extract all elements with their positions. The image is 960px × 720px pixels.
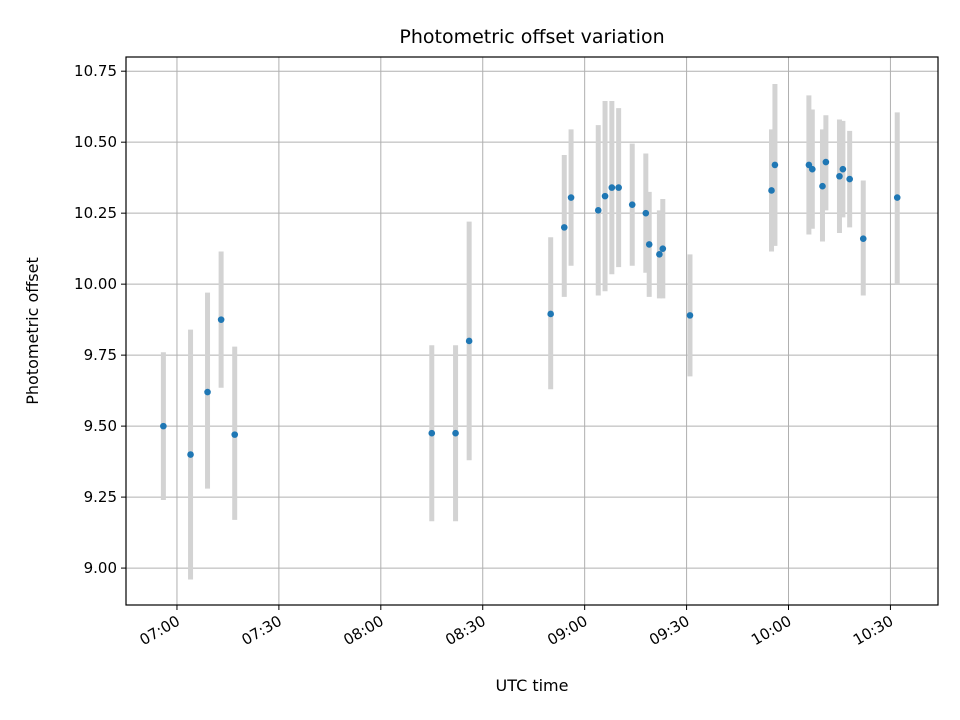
y-tick-label: 9.25 [84, 488, 117, 506]
data-point [231, 431, 239, 438]
x-axis-label: UTC time [496, 676, 569, 695]
data-point [428, 429, 436, 437]
y-tick-label: 9.00 [84, 559, 117, 577]
chart-title: Photometric offset variation [399, 26, 664, 48]
data-point [628, 201, 636, 208]
data-point [836, 172, 843, 180]
data-point [594, 207, 602, 214]
y-tick-label: 10.00 [74, 275, 117, 293]
y-axis-label: Photometric offset [23, 257, 42, 405]
data-point [465, 337, 473, 345]
data-point [808, 165, 816, 173]
y-axis-ticks: 9.00 9.25 9.50 9.75 10.00 10.25 10.50 10.75 [74, 62, 126, 577]
data-point [204, 388, 211, 396]
plot-frame [125, 56, 939, 606]
y-tick-label: 9.75 [84, 346, 117, 364]
data-point [547, 310, 554, 318]
data-point [160, 422, 167, 430]
data-point [187, 451, 194, 458]
data-point [656, 251, 663, 258]
data-point [642, 209, 650, 217]
y-tick-label: 10.50 [74, 133, 117, 151]
data-point [560, 224, 568, 231]
y-tick-label: 9.50 [84, 417, 117, 435]
data-point [659, 245, 667, 252]
data-point [645, 241, 653, 248]
data-markers [160, 158, 901, 458]
data-point [846, 175, 853, 183]
data-point [217, 316, 225, 323]
data-point [686, 312, 694, 319]
data-point [822, 158, 830, 166]
data-point [839, 165, 847, 173]
data-point [771, 161, 779, 169]
data-point [567, 194, 575, 201]
data-point [893, 194, 901, 201]
data-point [601, 192, 609, 200]
data-point [615, 184, 622, 191]
data-point [819, 182, 826, 190]
data-point [608, 184, 616, 191]
data-point [768, 187, 775, 194]
y-tick-label: 10.75 [74, 62, 117, 80]
data-point [859, 235, 867, 243]
y-tick-label: 10.25 [74, 204, 117, 222]
gridlines [126, 57, 938, 605]
data-point [452, 429, 459, 437]
